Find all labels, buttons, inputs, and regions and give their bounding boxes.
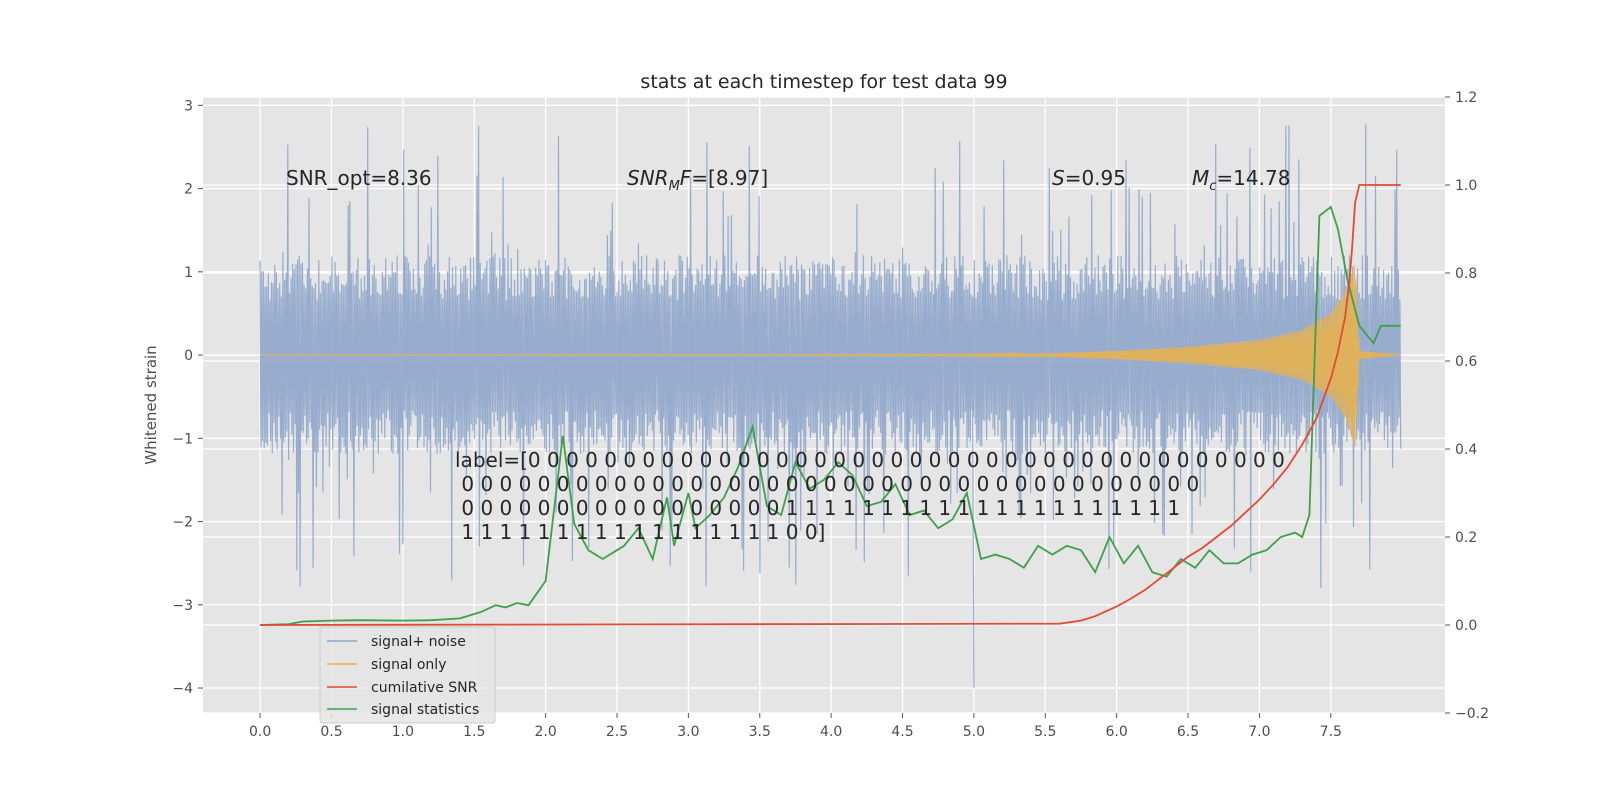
x-tick-label: 6.5 bbox=[1177, 724, 1199, 740]
y-tick-label: 2 bbox=[184, 182, 193, 198]
y-right-tick-label: 0.0 bbox=[1455, 618, 1477, 634]
y-tick-label: −2 bbox=[172, 515, 193, 531]
legend-label: signal statistics bbox=[371, 702, 479, 718]
x-tick-label: 7.0 bbox=[1248, 724, 1270, 740]
label-line: 0 0 0 0 0 0 0 0 0 0 0 0 0 0 0 0 0 1 1 1 … bbox=[455, 496, 1180, 520]
x-tick-label: 5.0 bbox=[963, 724, 985, 740]
y-tick-label: 0 bbox=[184, 348, 193, 364]
y-right-tick-label: 1.2 bbox=[1455, 90, 1477, 106]
legend-label: signal only bbox=[371, 657, 446, 673]
y-tick-label: −3 bbox=[172, 598, 193, 614]
x-tick-label: 4.0 bbox=[820, 724, 842, 740]
label-line: 0 0 0 0 0 0 0 0 0 0 0 0 0 0 0 0 0 0 0 0 … bbox=[455, 472, 1199, 496]
annotation-label: label=[0 0 0 0 0 0 0 0 0 0 0 0 0 0 0 0 0… bbox=[455, 448, 1285, 544]
y-right-tick-label: 0.2 bbox=[1455, 530, 1477, 546]
x-tick-label: 2.0 bbox=[534, 724, 556, 740]
y-right-tick-label: 0.6 bbox=[1455, 354, 1477, 370]
y-right-tick-label: 1.0 bbox=[1455, 178, 1477, 194]
x-tick-label: 0.0 bbox=[249, 724, 271, 740]
legend: signal+ noise signal only cumilative SNR… bbox=[319, 626, 496, 724]
x-tick-label: 0.5 bbox=[320, 724, 342, 740]
annotation-mc: Mc=14.78 bbox=[1192, 166, 1290, 194]
x-tick-label: 7.5 bbox=[1320, 724, 1342, 740]
annotation-snr-opt: SNR_opt=8.36 bbox=[286, 166, 432, 190]
series-signal-statistics bbox=[260, 205, 1401, 626]
annotation-snr-mf: SNRMF=[8.97] bbox=[627, 166, 768, 194]
x-tick-label: 1.5 bbox=[463, 724, 485, 740]
x-tick-label: 4.5 bbox=[891, 724, 913, 740]
chart-title: stats at each timestep for test data 99 bbox=[640, 71, 1007, 93]
plot-area bbox=[259, 124, 1402, 689]
x-tick-label: 6.0 bbox=[1106, 724, 1128, 740]
x-tick-label: 2.5 bbox=[606, 724, 628, 740]
series-cumulative-snr bbox=[260, 184, 1401, 626]
legend-label: cumilative SNR bbox=[371, 680, 478, 696]
x-tick-label: 5.5 bbox=[1034, 724, 1056, 740]
y-axis-label: Whitened strain bbox=[142, 345, 160, 464]
y-tick-label: −1 bbox=[172, 431, 193, 447]
x-tick-label: 1.0 bbox=[392, 724, 414, 740]
x-tick-label: 3.5 bbox=[749, 724, 771, 740]
legend-box bbox=[319, 626, 496, 724]
y-tick-label: −4 bbox=[172, 681, 193, 697]
y-right-tick-label: 0.4 bbox=[1455, 442, 1477, 458]
y-right-tick-label: −0.2 bbox=[1455, 706, 1489, 722]
y-tick-label: 1 bbox=[184, 265, 193, 281]
annotation-s: S=0.95 bbox=[1052, 166, 1126, 190]
tick-labels: 0.0 0.5 1.0 1.5 2.0 2.5 3.0 3.5 4.0 4.5 5.0 5.5 6.0 6… bbox=[172, 90, 1489, 740]
label-line: 1 1 1 1 1 1 1 1 1 1 1 1 1 1 1 1 1 0 0] bbox=[455, 520, 825, 544]
x-tick-label: 3.0 bbox=[677, 724, 699, 740]
legend-label: signal+ noise bbox=[371, 634, 466, 650]
y-tick-label: 3 bbox=[184, 98, 193, 114]
label-line: label=[0 0 0 0 0 0 0 0 0 0 0 0 0 0 0 0 0… bbox=[455, 448, 1285, 472]
series-signal-only bbox=[260, 265, 1401, 447]
y-right-tick-label: 0.8 bbox=[1455, 266, 1477, 282]
